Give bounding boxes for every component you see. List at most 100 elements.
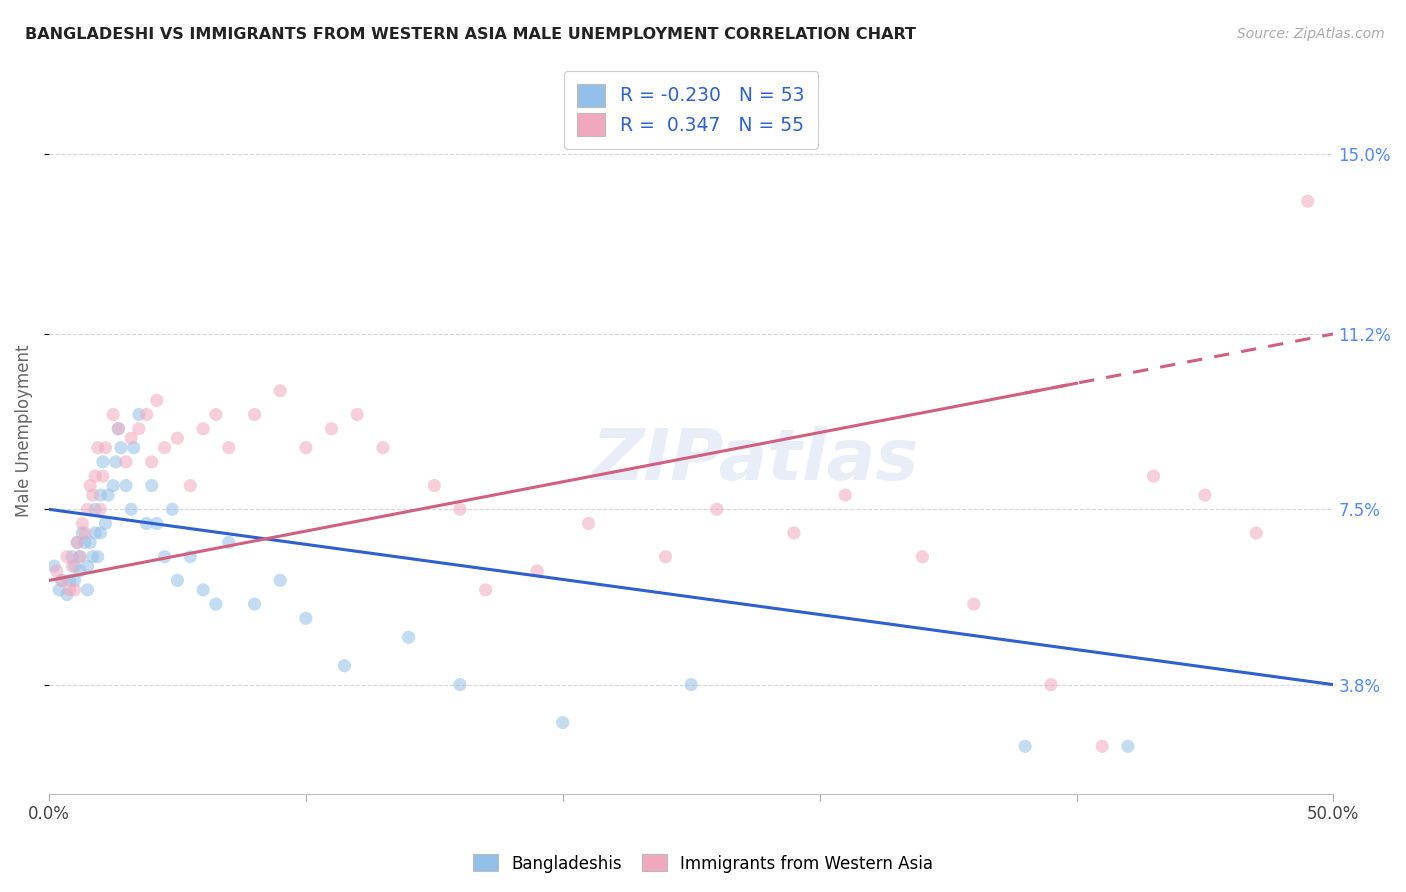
Point	[42, 559, 65, 574]
Point	[371, 441, 394, 455]
Point	[72, 516, 94, 531]
Point	[107, 422, 129, 436]
Point	[1091, 739, 1114, 754]
Point	[179, 549, 201, 564]
Point	[243, 408, 266, 422]
Point	[73, 526, 96, 541]
Point	[73, 535, 96, 549]
Point	[1039, 678, 1062, 692]
Point	[110, 441, 132, 455]
Point	[91, 455, 114, 469]
Point	[84, 469, 107, 483]
Text: Source: ZipAtlas.com: Source: ZipAtlas.com	[1237, 27, 1385, 41]
Point	[60, 559, 83, 574]
Point	[79, 535, 101, 549]
Point	[449, 678, 471, 692]
Point	[449, 502, 471, 516]
Point	[1296, 194, 1319, 209]
Point	[423, 478, 446, 492]
Point	[321, 422, 343, 436]
Point	[295, 441, 318, 455]
Y-axis label: Male Unemployment: Male Unemployment	[15, 345, 32, 517]
Point	[58, 582, 80, 597]
Point	[963, 597, 986, 611]
Point	[60, 549, 83, 564]
Point	[103, 478, 125, 492]
Point	[82, 488, 104, 502]
Point	[153, 441, 176, 455]
Point	[107, 422, 129, 436]
Point	[120, 502, 142, 516]
Point	[654, 549, 676, 564]
Point	[269, 384, 291, 398]
Point	[205, 408, 228, 422]
Point	[551, 715, 574, 730]
Text: ZIPatlas: ZIPatlas	[592, 425, 920, 494]
Point	[69, 564, 91, 578]
Point	[63, 559, 86, 574]
Point	[76, 582, 98, 597]
Point	[911, 549, 934, 564]
Point	[141, 478, 163, 492]
Point	[834, 488, 856, 502]
Point	[87, 549, 110, 564]
Point	[45, 564, 67, 578]
Point	[120, 431, 142, 445]
Point	[166, 431, 188, 445]
Point	[179, 478, 201, 492]
Point	[135, 516, 157, 531]
Point	[333, 658, 356, 673]
Point	[51, 574, 73, 588]
Point	[56, 549, 79, 564]
Point	[66, 535, 89, 549]
Point	[76, 559, 98, 574]
Point	[146, 516, 169, 531]
Point	[1194, 488, 1216, 502]
Point	[94, 441, 117, 455]
Point	[218, 441, 240, 455]
Point	[783, 526, 806, 541]
Point	[84, 526, 107, 541]
Point	[63, 582, 86, 597]
Legend: Bangladeshis, Immigrants from Western Asia: Bangladeshis, Immigrants from Western As…	[467, 847, 939, 880]
Point	[76, 502, 98, 516]
Point	[578, 516, 600, 531]
Legend: R = -0.230   N = 53, R =  0.347   N = 55: R = -0.230 N = 53, R = 0.347 N = 55	[564, 70, 818, 149]
Point	[1014, 739, 1036, 754]
Point	[153, 549, 176, 564]
Point	[69, 549, 91, 564]
Point	[243, 597, 266, 611]
Point	[115, 478, 138, 492]
Point	[218, 535, 240, 549]
Point	[346, 408, 368, 422]
Point	[97, 488, 120, 502]
Point	[51, 574, 73, 588]
Point	[526, 564, 548, 578]
Point	[191, 422, 214, 436]
Point	[94, 516, 117, 531]
Point	[162, 502, 184, 516]
Point	[166, 574, 188, 588]
Point	[84, 502, 107, 516]
Point	[205, 597, 228, 611]
Point	[103, 408, 125, 422]
Point	[135, 408, 157, 422]
Point	[82, 549, 104, 564]
Point	[269, 574, 291, 588]
Point	[66, 535, 89, 549]
Point	[146, 393, 169, 408]
Point	[63, 574, 86, 588]
Point	[706, 502, 728, 516]
Point	[128, 422, 150, 436]
Point	[69, 549, 91, 564]
Point	[681, 678, 703, 692]
Point	[295, 611, 318, 625]
Point	[191, 582, 214, 597]
Point	[1246, 526, 1268, 541]
Text: BANGLADESHI VS IMMIGRANTS FROM WESTERN ASIA MALE UNEMPLOYMENT CORRELATION CHART: BANGLADESHI VS IMMIGRANTS FROM WESTERN A…	[25, 27, 917, 42]
Point	[89, 488, 111, 502]
Point	[474, 582, 496, 597]
Point	[398, 630, 420, 644]
Point	[56, 588, 79, 602]
Point	[79, 478, 101, 492]
